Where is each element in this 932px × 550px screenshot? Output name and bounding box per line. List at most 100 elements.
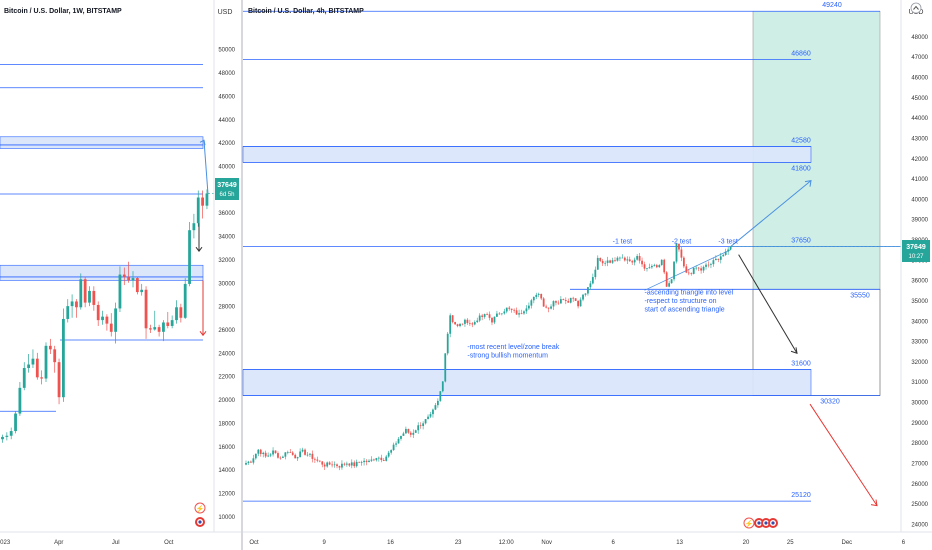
4h-y-tick-label: 25000 <box>911 502 928 508</box>
4h-candle-body <box>262 452 265 454</box>
4h-candle-body <box>729 246 732 250</box>
4h-candle-body <box>508 307 511 309</box>
4h-y-tick-label: 26000 <box>911 482 928 488</box>
weekly-y-tick-label: 46000 <box>218 94 235 100</box>
4h-candle-body <box>392 444 395 451</box>
weekly-candle-body <box>131 278 135 281</box>
4h-candle-body <box>606 260 609 263</box>
4h-candle-body <box>628 259 631 262</box>
4h-candle-body <box>574 298 577 301</box>
weekly-candle-body <box>162 322 165 332</box>
4h-candle-body <box>584 293 587 295</box>
4h-candle-body <box>456 324 459 327</box>
4h-candle-body <box>678 243 680 250</box>
4h-chart-pane[interactable]: 24000 25000 26000 27000 28000 29000 30000 31000… <box>242 0 932 550</box>
4h-triangle-note: -respect to structure on <box>645 298 717 305</box>
4h-candle-body <box>336 464 338 467</box>
4h-level-label: 49240 <box>822 2 842 9</box>
4h-candle-body <box>714 258 717 261</box>
4h-x-tick-label: 9 <box>322 540 326 546</box>
4h-candle-body <box>582 294 584 300</box>
4h-candle-body <box>496 313 498 317</box>
4h-candle-body <box>559 299 562 304</box>
4h-candle-body <box>493 316 496 323</box>
weekly-candle-body <box>205 193 209 206</box>
4h-candle-body <box>358 461 361 463</box>
4h-y-tick-label: 34000 <box>911 319 928 325</box>
4h-candle-body <box>267 455 270 457</box>
4h-level-label: 41800 <box>791 165 811 172</box>
weekly-currency-label[interactable]: USD <box>218 9 233 16</box>
4h-candle-body <box>520 313 523 314</box>
4h-y-tick-label: 31000 <box>911 380 928 386</box>
4h-candle-body <box>646 268 648 269</box>
weekly-bullish-arrowhead <box>199 139 206 146</box>
4h-candle-body <box>562 299 565 301</box>
4h-y-tick-label: 30000 <box>911 401 928 407</box>
4h-candle-body <box>552 301 555 307</box>
4h-level-label: 30320 <box>820 399 840 406</box>
4h-candle-body <box>264 452 267 457</box>
4h-candle-body <box>284 452 287 457</box>
4h-candles <box>245 242 901 471</box>
weekly-alert-icon[interactable]: ⚡ <box>194 502 206 514</box>
4h-candle-body <box>436 400 439 406</box>
weekly-y-tick-label: 44000 <box>218 118 235 124</box>
4h-candle-body <box>722 254 725 257</box>
weekly-x-tick-label: 2023 <box>0 540 11 546</box>
4h-x-tick-label: Dec <box>842 540 853 546</box>
4h-candle-body <box>461 323 464 325</box>
4h-candle-body <box>614 260 616 261</box>
4h-candle-body <box>343 463 346 465</box>
4h-alert-icon[interactable]: ⚡ <box>743 517 755 529</box>
4h-candle-body <box>363 460 365 463</box>
weekly-y-tick-label: 34000 <box>218 235 235 241</box>
weekly-chart-pane[interactable]: 10000 12000 14000 16000 18000 20000 22000 24000… <box>0 0 241 550</box>
4h-candle-body <box>301 449 304 452</box>
weekly-candle-body <box>188 230 191 284</box>
4h-candle-body <box>360 462 363 463</box>
weekly-y-tick-label: 50000 <box>218 48 235 54</box>
svg-text:⚡: ⚡ <box>745 519 754 528</box>
4h-candle-body <box>296 457 299 459</box>
weekly-candle-body <box>18 387 22 414</box>
weekly-us-flag-icon[interactable] <box>195 517 205 527</box>
weekly-candle-body <box>105 316 109 324</box>
4h-y-tick-label: 27000 <box>911 461 928 467</box>
4h-candle-body <box>515 310 518 315</box>
weekly-candle-body <box>22 368 26 388</box>
4h-candle-body <box>405 428 407 434</box>
4h-candle-body <box>419 425 422 427</box>
4h-candle-body <box>395 443 397 445</box>
4h-test-label: -1 test <box>613 239 633 246</box>
weekly-chart-title: Bitcoin / U.S. Dollar, 1W, BITSTAMP <box>4 8 122 15</box>
4h-candle-body <box>444 353 447 382</box>
4h-candle-body <box>355 461 358 467</box>
weekly-candle-body <box>40 377 44 379</box>
4h-candle-body <box>626 259 629 261</box>
4h-candle-body <box>274 450 277 454</box>
weekly-candle-body <box>53 349 57 363</box>
4h-candle-body <box>439 391 442 401</box>
4h-x-tick-label: 6 <box>611 540 615 546</box>
4h-scroll-up-icon[interactable] <box>910 2 922 14</box>
4h-candle-body <box>700 268 702 271</box>
weekly-candle-body <box>14 413 17 432</box>
4h-candle-body <box>377 457 380 459</box>
4h-flag-icons[interactable] <box>754 518 778 528</box>
4h-candle-body <box>326 462 329 467</box>
4h-level-label: 35550 <box>850 292 870 299</box>
4h-candle-body <box>523 311 525 314</box>
4h-bullish-arrow <box>730 180 812 248</box>
4h-candle-body <box>286 452 289 453</box>
4h-candle-body <box>503 311 506 314</box>
weekly-y-tick-label: 28000 <box>218 305 235 311</box>
4h-candle-body <box>535 294 538 297</box>
4h-pullback-arrow <box>738 254 798 354</box>
4h-price-axis: 24000 25000 26000 27000 28000 29000 30000 31000… <box>911 35 928 528</box>
weekly-candle-body <box>96 304 100 321</box>
4h-candle-body <box>702 266 705 271</box>
4h-candle-body <box>380 457 383 461</box>
4h-candle-body <box>257 449 260 454</box>
4h-candle-body <box>528 305 530 309</box>
